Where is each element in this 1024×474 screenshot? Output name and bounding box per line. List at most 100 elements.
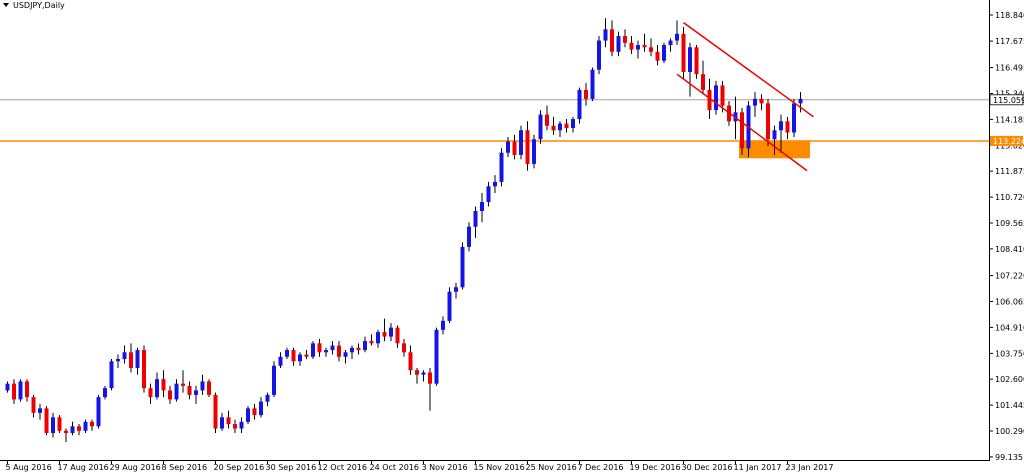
candle [447,287,452,324]
candle [70,421,75,436]
candle-body [311,343,315,357]
chart-header[interactable]: USDJPY,Daily [3,1,65,10]
candle-body [142,350,146,389]
candle-body [12,383,16,400]
candle [181,370,185,393]
candle-body [545,114,549,126]
candle [148,383,153,404]
candle-body [96,397,101,427]
candle [597,36,601,75]
triangle-down-icon[interactable] [3,3,9,7]
candle-body [363,341,367,351]
candle [233,419,237,434]
candle-body [116,359,120,362]
candle [337,341,341,362]
y-tick-label: 110.720 [995,193,1024,202]
candle-body [57,417,62,431]
candle [83,419,88,434]
candle [291,347,296,366]
candle [694,45,699,79]
candle [129,343,133,373]
candle [584,83,588,106]
candle-body [551,125,556,131]
candle [389,323,393,342]
candle [382,318,387,342]
candle [363,336,367,353]
candle [655,45,660,66]
y-tick-label: 100.290 [995,427,1024,436]
candle-body [5,383,10,391]
candle [766,98,770,146]
candle-body [181,383,185,386]
candle [512,134,517,160]
candle [174,379,179,402]
candle-body [200,381,205,391]
candle [688,42,692,97]
candle-body [376,332,380,344]
candle-body [441,320,445,330]
x-tick-label: 20 Sep 2016 [214,463,265,472]
candle [350,345,354,360]
plot-area[interactable] [0,18,989,442]
candle [239,417,244,434]
x-tick-label: 15 Nov 2016 [474,463,525,472]
price-axis: 118.840 117.675 116.495 115.340 114.185 113.0… [989,11,1024,462]
candle [122,345,127,364]
candle [577,87,582,124]
candle [460,242,465,290]
candle [636,40,640,59]
candle-body [337,345,341,357]
candle [376,329,380,348]
y-tick-label: 103.750 [995,349,1024,358]
candle-body [519,130,523,155]
candle [44,406,49,436]
candle-body [304,354,309,357]
candle [603,18,608,48]
candle-body [434,329,439,384]
candle-body [753,98,757,106]
symbol-label: USDJPY,Daily [13,1,65,10]
candle [57,415,62,434]
candle-body [649,47,653,52]
candle-body [213,394,218,429]
candle-body [486,186,491,203]
candle [298,352,302,366]
candle [187,381,192,400]
candle-body [395,327,400,344]
candle-body [675,33,679,41]
candle-body [655,51,660,61]
candle-body [454,287,458,292]
candle-body [51,417,55,434]
candle [415,367,419,384]
support-price-tag-box [990,135,1023,146]
x-tick-label: 30 Sep 2016 [266,463,317,472]
candle [486,181,491,207]
candle-body [44,408,49,434]
candle-body [558,123,562,131]
candle-body [759,98,764,104]
y-tick-label: 101.445 [995,401,1024,410]
candle-body [77,426,81,431]
candle [116,354,120,368]
candle [525,121,530,171]
candle [551,116,556,135]
candle-body [616,36,621,52]
candle-body [83,421,88,431]
candle-body [317,343,322,353]
candle-body [207,381,211,395]
candle-body [155,379,159,398]
candle [434,327,439,386]
candle-body [38,408,42,413]
candle-body [499,152,504,182]
candle-body [122,352,127,360]
candle [51,412,55,438]
candle-body [369,341,374,344]
candle-body [278,356,283,366]
candle-body [707,89,712,111]
candle [194,385,198,404]
candle [285,347,289,360]
candle [714,80,718,115]
y-tick-label: 99.135 [995,453,1023,462]
candle-body [415,370,419,375]
